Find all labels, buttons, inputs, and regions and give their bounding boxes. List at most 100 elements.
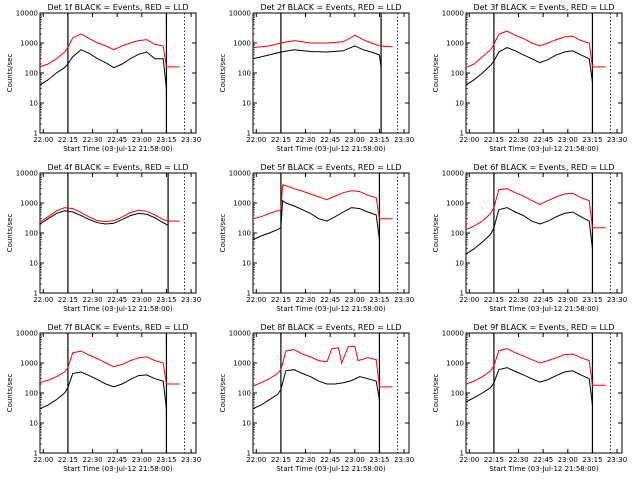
y-tick-label: 10000 [16,10,38,18]
plot-frame [39,172,197,294]
panel-title: Det 1f BLACK = Events, RED = LLD [47,3,188,12]
x-tick-label: 22:15 [271,136,291,144]
panel-title: Det 5f BLACK = Events, RED = LLD [260,163,401,172]
y-tick-label: 10 [242,260,251,268]
detector-panel: Det 8f BLACK = Events, RED = LLD 22:00 22:… [219,323,414,473]
events-series-line [39,210,169,226]
y-tick-label: 10000 [442,170,464,178]
y-tick-label: 1 [247,130,251,138]
events-series-line [252,45,382,68]
x-tick-label: 23:30 [181,296,201,304]
x-axis-label: Start Time (03-Jul-12 21:58:00) [276,305,386,313]
x-tick-label: 23:30 [607,136,627,144]
x-tick-label: 23:00 [132,296,152,304]
events-series-line [465,207,593,255]
y-axis-label: Counts/sec [219,374,227,413]
y-tick-label: 1000 [233,40,251,48]
x-tick-label: 22:15 [271,456,291,464]
y-tick-label: 10 [455,100,464,108]
x-axis-label: Start Time (03-Jul-12 21:58:00) [63,465,173,473]
y-tick-label: 100 [25,70,38,78]
x-tick-label: 23:15 [156,296,176,304]
y-axis-label: Counts/sec [6,214,14,253]
panel-title: Det 4f BLACK = Events, RED = LLD [47,163,188,172]
x-tick-label: 23:15 [582,456,602,464]
x-tick-label: 22:15 [484,456,504,464]
events-series-line [465,47,593,86]
lld-series-line [252,184,393,220]
y-axis-label: Counts/sec [219,214,227,253]
panel-title: Det 7f BLACK = Events, RED = LLD [47,323,188,332]
x-axis-label: Start Time (03-Jul-12 21:58:00) [489,145,599,153]
x-tick-label: 22:30 [295,136,315,144]
x-tick-label: 22:00 [246,296,266,304]
panel-title: Det 6f BLACK = Events, RED = LLD [473,163,614,172]
y-tick-label: 1 [34,130,38,138]
x-tick-label: 23:15 [369,136,389,144]
x-tick-label: 22:15 [484,136,504,144]
x-tick-label: 23:15 [156,136,176,144]
plot-frame [39,12,197,134]
lld-series-line [252,34,393,49]
events-series-line [39,371,167,410]
x-tick-label: 23:00 [558,136,578,144]
y-tick-label: 1000 [446,40,464,48]
x-axis-label: Start Time (03-Jul-12 21:58:00) [63,305,173,313]
x-tick-label: 23:15 [582,296,602,304]
x-tick-label: 23:00 [558,296,578,304]
x-tick-label: 22:15 [271,296,291,304]
x-tick-label: 23:30 [181,456,201,464]
y-tick-label: 100 [238,230,251,238]
x-axis-label: Start Time (03-Jul-12 21:58:00) [489,465,599,473]
y-tick-label: 100 [451,390,464,398]
y-tick-label: 1 [460,130,464,138]
y-tick-label: 10000 [229,330,251,338]
y-tick-label: 1000 [20,40,38,48]
x-tick-label: 22:45 [107,136,127,144]
y-tick-label: 10 [242,420,251,428]
detector-panel: Det 3f BLACK = Events, RED = LLD 22:00 22:… [432,3,627,153]
plot-frame [465,332,623,454]
x-tick-label: 23:00 [345,136,365,144]
x-tick-label: 22:45 [320,456,340,464]
y-tick-label: 1 [460,290,464,298]
x-tick-label: 23:15 [369,296,389,304]
y-tick-label: 10 [455,260,464,268]
x-tick-label: 22:15 [484,296,504,304]
x-tick-label: 22:00 [246,136,266,144]
y-tick-label: 100 [25,390,38,398]
events-series-line [252,199,380,241]
x-axis-label: Start Time (03-Jul-12 21:58:00) [276,465,386,473]
y-tick-label: 10000 [229,170,251,178]
lld-series-line [39,33,180,68]
x-tick-label: 23:30 [394,296,414,304]
lld-series-line [465,30,606,69]
detector-panel: Det 1f BLACK = Events, RED = LLD 22:00 22:… [6,3,201,153]
x-tick-label: 22:00 [459,296,479,304]
x-tick-label: 22:00 [459,456,479,464]
y-tick-label: 10 [455,420,464,428]
x-tick-label: 23:00 [132,136,152,144]
y-tick-label: 1 [34,450,38,458]
y-tick-label: 1000 [233,200,251,208]
y-tick-label: 1 [247,450,251,458]
y-tick-label: 1 [34,290,38,298]
x-tick-label: 22:00 [33,296,53,304]
lld-series-line [465,188,606,231]
x-tick-label: 22:30 [82,296,102,304]
events-series-line [252,369,380,410]
x-tick-label: 22:15 [58,136,78,144]
x-tick-label: 22:15 [58,296,78,304]
y-tick-label: 100 [238,390,251,398]
x-axis-label: Start Time (03-Jul-12 21:58:00) [489,305,599,313]
x-tick-label: 23:00 [345,456,365,464]
plot-frame [252,12,410,134]
y-tick-label: 10000 [442,330,464,338]
panel-title: Det 8f BLACK = Events, RED = LLD [260,323,401,332]
detector-panel: Det 6f BLACK = Events, RED = LLD 22:00 22:… [432,163,627,313]
y-tick-label: 10 [242,100,251,108]
y-axis-label: Counts/sec [432,214,440,253]
y-tick-label: 1000 [446,360,464,368]
panel-title: Det 2f BLACK = Events, RED = LLD [260,3,401,12]
x-tick-label: 22:30 [82,136,102,144]
